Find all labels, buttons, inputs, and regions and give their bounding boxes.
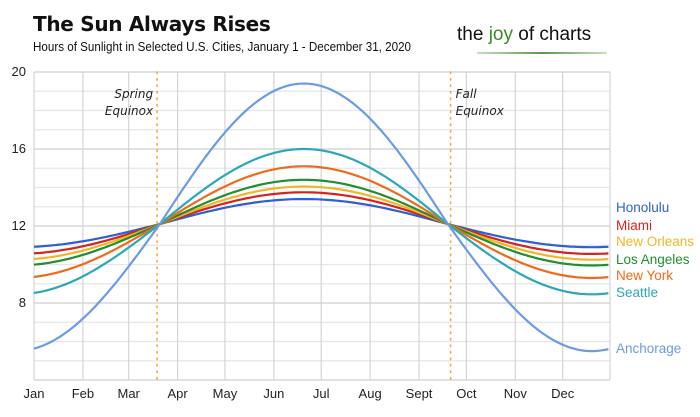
x-tick-label: Sept: [406, 386, 433, 401]
series-line-los-angeles: [33, 178, 609, 267]
chart-subtitle: Hours of Sunlight in Selected U.S. Citie…: [33, 40, 412, 54]
series-line-miami: [33, 191, 609, 255]
x-tick-label: Nov: [504, 386, 528, 401]
chart-title: The Sun Always Rises: [33, 12, 271, 36]
y-tick-label: 12: [12, 218, 26, 233]
series-line-new-orleans: [33, 185, 609, 261]
x-tick-label: Feb: [72, 386, 94, 401]
equinox-label: Fall: [456, 87, 478, 101]
legend-label-anchorage: Anchorage: [616, 341, 681, 356]
x-tick-label: Dec: [551, 386, 575, 401]
x-tick-label: Mar: [117, 386, 140, 401]
grid: [33, 71, 611, 381]
x-tick-label: May: [213, 386, 238, 401]
y-tick-label: 8: [19, 295, 26, 310]
y-tick-label: 16: [12, 141, 26, 156]
series-line-seattle: [33, 147, 609, 296]
x-tick-label: Jan: [24, 386, 45, 401]
legend-label-los-angeles: Los Angeles: [616, 252, 690, 267]
x-tick-label: Oct: [456, 386, 477, 401]
x-tick-label: Aug: [359, 386, 382, 401]
equinox-label: Spring: [114, 87, 153, 101]
equinox-label: Equinox: [105, 104, 154, 118]
series-line-new-york: [33, 165, 609, 280]
legend-label-honolulu: Honolulu: [616, 200, 669, 215]
annotations: Spring Equinox Fall Equinox: [105, 71, 505, 381]
legend-label-new-orleans: New Orleans: [616, 234, 694, 249]
brand-logo: the joy of charts: [457, 24, 591, 46]
legend-label-seattle: Seattle: [616, 285, 658, 300]
x-tick-label: Apr: [167, 386, 188, 401]
brand-underline: [477, 52, 607, 54]
series-lines: [33, 82, 609, 353]
series-line-anchorage: [33, 82, 609, 353]
series-line-honolulu: [33, 198, 609, 249]
legend-label-new-york: New York: [616, 268, 673, 283]
axes: 8 12 16 20 Jan Feb Mar Apr May Jun Jul Aug Sept Oct No…: [12, 64, 575, 401]
x-tick-label: Jun: [263, 386, 284, 401]
y-tick-label: 20: [12, 64, 26, 79]
brand-text-joy: joy: [488, 24, 513, 45]
brand-text-post: of charts: [513, 24, 592, 45]
x-tick-label: Jul: [313, 386, 330, 401]
legend-label-miami: Miami: [616, 218, 652, 233]
equinox-label: Equinox: [456, 104, 505, 118]
brand-text-pre: the: [457, 24, 489, 45]
